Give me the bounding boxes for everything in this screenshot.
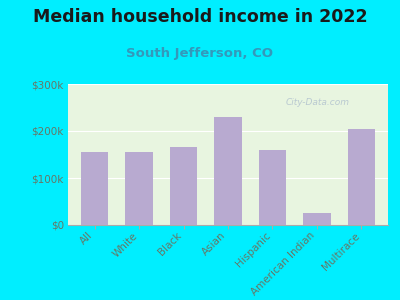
Text: City-Data.com: City-Data.com (286, 98, 350, 107)
Bar (214, 117, 242, 225)
Bar (259, 150, 286, 225)
Bar (303, 213, 331, 225)
Text: Median household income in 2022: Median household income in 2022 (33, 8, 367, 26)
Bar (348, 129, 375, 225)
Bar (125, 152, 153, 225)
Text: South Jefferson, CO: South Jefferson, CO (126, 46, 274, 59)
Bar (170, 147, 197, 225)
Bar (81, 152, 108, 225)
